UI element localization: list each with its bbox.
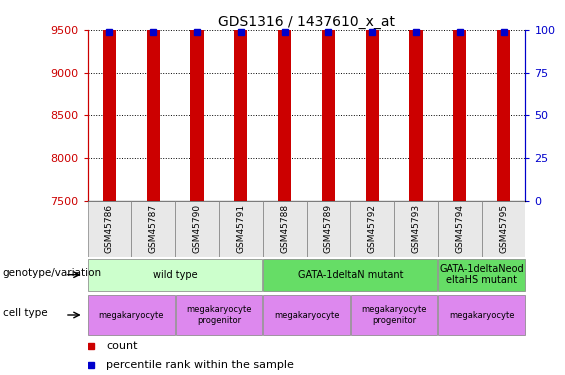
Text: megakaryocyte: megakaryocyte bbox=[274, 310, 339, 320]
Bar bbox=[453, 0, 466, 201]
Bar bbox=[278, 0, 291, 201]
Text: GSM45794: GSM45794 bbox=[455, 204, 464, 253]
Text: wild type: wild type bbox=[153, 270, 197, 280]
Bar bbox=[88, 295, 175, 335]
Bar bbox=[103, 0, 116, 201]
Bar bbox=[88, 201, 131, 257]
Text: count: count bbox=[106, 341, 138, 351]
Bar bbox=[351, 295, 437, 335]
Bar bbox=[219, 201, 263, 257]
Text: genotype/variation: genotype/variation bbox=[3, 268, 102, 278]
Bar bbox=[190, 0, 203, 201]
Bar bbox=[366, 0, 379, 201]
Bar bbox=[147, 0, 160, 201]
Text: percentile rank within the sample: percentile rank within the sample bbox=[106, 360, 294, 369]
Bar bbox=[438, 201, 481, 257]
Bar bbox=[497, 0, 510, 201]
Text: GSM45790: GSM45790 bbox=[193, 204, 202, 254]
Bar bbox=[234, 0, 247, 201]
Bar bbox=[263, 295, 350, 335]
Bar bbox=[438, 295, 525, 335]
Bar bbox=[394, 201, 438, 257]
Text: megakaryocyte
progenitor: megakaryocyte progenitor bbox=[362, 305, 427, 325]
Text: GSM45792: GSM45792 bbox=[368, 204, 377, 253]
Bar bbox=[88, 259, 262, 291]
Bar bbox=[263, 201, 307, 257]
Bar bbox=[350, 201, 394, 257]
Text: GSM45795: GSM45795 bbox=[499, 204, 508, 254]
Bar bbox=[176, 295, 262, 335]
Text: megakaryocyte: megakaryocyte bbox=[99, 310, 164, 320]
Bar bbox=[175, 201, 219, 257]
Bar bbox=[322, 0, 335, 201]
Text: GSM45789: GSM45789 bbox=[324, 204, 333, 254]
Bar bbox=[263, 259, 437, 291]
Title: GDS1316 / 1437610_x_at: GDS1316 / 1437610_x_at bbox=[218, 15, 395, 29]
Text: GATA-1deltaNeod
eltaHS mutant: GATA-1deltaNeod eltaHS mutant bbox=[440, 264, 524, 285]
Bar bbox=[131, 201, 175, 257]
Text: GSM45787: GSM45787 bbox=[149, 204, 158, 254]
Bar bbox=[481, 201, 525, 257]
Bar bbox=[438, 259, 525, 291]
Text: GSM45791: GSM45791 bbox=[236, 204, 245, 254]
Text: cell type: cell type bbox=[3, 308, 47, 318]
Text: megakaryocyte
progenitor: megakaryocyte progenitor bbox=[186, 305, 251, 325]
Bar bbox=[307, 201, 350, 257]
Text: GATA-1deltaN mutant: GATA-1deltaN mutant bbox=[298, 270, 403, 280]
Text: GSM45788: GSM45788 bbox=[280, 204, 289, 254]
Text: GSM45793: GSM45793 bbox=[411, 204, 420, 254]
Text: GSM45786: GSM45786 bbox=[105, 204, 114, 254]
Bar bbox=[410, 0, 423, 201]
Text: megakaryocyte: megakaryocyte bbox=[449, 310, 514, 320]
